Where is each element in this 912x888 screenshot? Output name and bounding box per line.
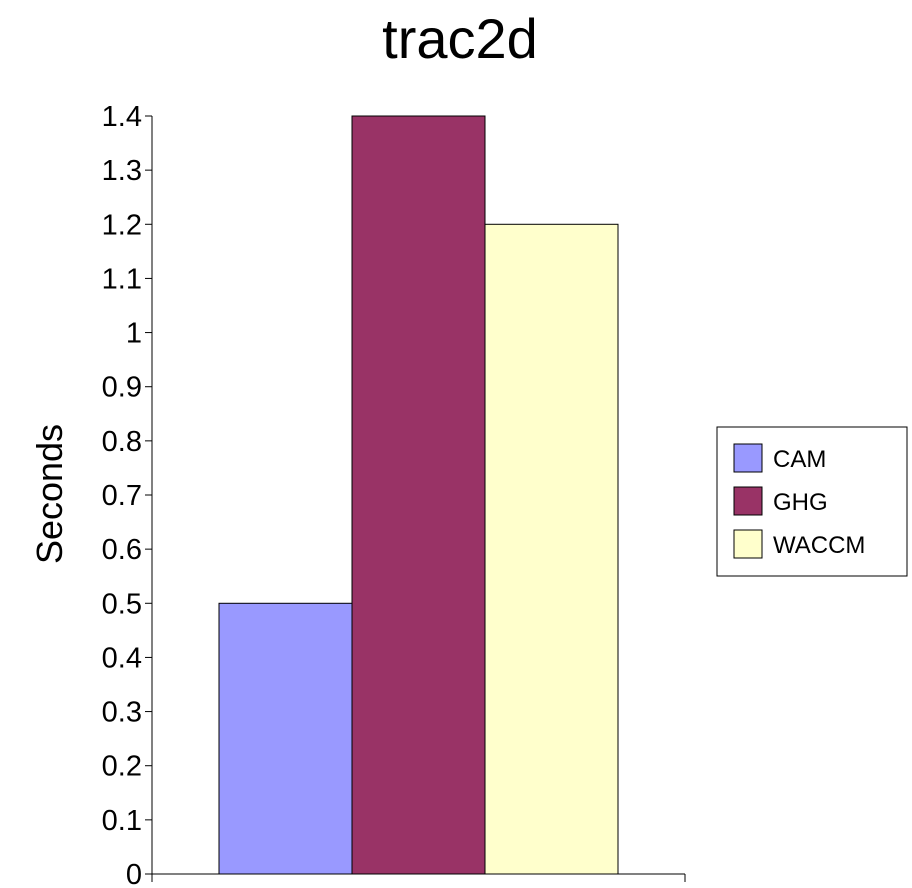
legend-label-ghg: GHG (773, 489, 828, 516)
y-tick-label: 1.1 (102, 263, 142, 295)
bar-waccm (484, 223, 619, 875)
legend-swatch-waccm (733, 529, 763, 559)
legend-label-waccm: WACCM (773, 532, 865, 559)
y-tick-label: 0.9 (102, 372, 142, 404)
bar-cam (218, 602, 353, 875)
legend-swatch-cam (733, 443, 763, 473)
y-tick-label: 1 (126, 318, 142, 350)
y-tick-label: 0.3 (102, 697, 142, 729)
plot-area: 0 0.1 0.2 0.3 0.4 0.5 0.6 0.7 0.8 0.9 1 1.1 1.2 1.3 1.… (102, 101, 686, 888)
legend-swatch-ghg (733, 486, 763, 516)
y-axis-label: Seconds (29, 424, 70, 564)
y-tick-label: 0.4 (102, 642, 142, 674)
y-tick-label: 0.6 (102, 534, 142, 566)
y-tick-label: 1.3 (102, 155, 142, 187)
y-tick-label: 0.1 (102, 805, 142, 837)
y-tick-label: 1.4 (102, 101, 142, 133)
legend: CAM GHG WACCM (716, 426, 908, 577)
chart-title: trac2d (382, 7, 538, 70)
y-tick-label: 0.2 (102, 751, 142, 783)
y-tick-label: 0.8 (102, 426, 142, 458)
y-tick-label: 0.5 (102, 588, 142, 620)
bar-ghg (351, 115, 486, 875)
y-tick-label: 1.2 (102, 209, 142, 241)
legend-label-cam: CAM (773, 446, 826, 473)
y-tick-label: 0 (126, 859, 142, 888)
y-tick-label: 0.7 (102, 480, 142, 512)
